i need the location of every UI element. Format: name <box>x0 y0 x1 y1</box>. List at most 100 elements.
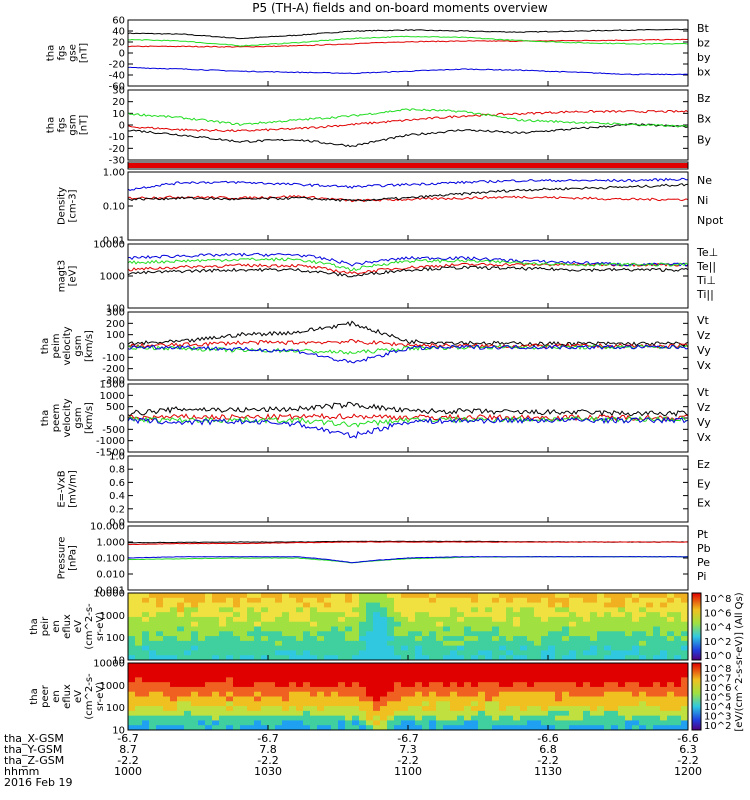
spectrogram-cell <box>422 602 430 608</box>
spectrogram-cell <box>373 655 381 661</box>
spectrogram-cell <box>534 710 542 717</box>
spectrogram-cell <box>429 607 437 613</box>
spectrogram-cell <box>569 720 577 726</box>
spectrogram-cell <box>219 645 227 651</box>
spectrogram-cell <box>492 701 500 707</box>
spectrogram-cell <box>436 616 444 623</box>
spectrogram-cell <box>205 696 213 702</box>
spectrogram-cell <box>401 725 409 731</box>
spectrogram-cell <box>198 686 206 693</box>
spectrogram-cell <box>261 597 269 604</box>
spectrogram-cell <box>184 655 192 661</box>
spectrogram-cell <box>261 696 269 702</box>
spectrogram-cell <box>618 696 626 702</box>
spectrogram-cell <box>506 602 514 608</box>
colorbar-tick: 10^4 <box>704 702 731 713</box>
spectrogram-cell <box>436 655 444 661</box>
spectrogram-cell <box>632 636 640 642</box>
spectrogram-cell <box>520 663 528 669</box>
spectrogram-cell <box>352 602 360 608</box>
spectrogram-cell <box>436 593 444 599</box>
spectrogram-cell <box>345 691 353 697</box>
spectrogram-cell <box>345 593 353 599</box>
spectrogram-cell <box>646 640 654 647</box>
spectrogram-cell <box>604 621 612 627</box>
spectrogram-cell <box>373 720 381 726</box>
spectrogram-cell <box>632 720 640 726</box>
panel-ylabel-line: tha <box>40 338 51 354</box>
spectrogram-cell <box>555 672 563 678</box>
spectrogram-cell <box>331 626 339 632</box>
panel-p7: tha peem velocity gsm [km/s]150010005000-500… <box>40 380 712 459</box>
spectrogram-cell <box>527 650 535 656</box>
spectrogram-cell <box>135 696 143 702</box>
spectrogram-cell <box>163 663 171 669</box>
spectrogram-cell <box>324 706 332 712</box>
panel-ylabel-line: Density <box>57 187 68 225</box>
spectrogram-cell <box>555 706 563 712</box>
spectrogram-cell <box>667 686 675 693</box>
spectrogram-cell <box>240 725 248 731</box>
spectrogram-cell <box>296 663 304 669</box>
spectrogram-cell <box>359 607 367 613</box>
colorbar-tick: 10^4 <box>704 623 731 634</box>
spectrogram-cell <box>555 686 563 693</box>
spectrogram-cell <box>135 607 143 613</box>
spectrogram-cell <box>310 612 318 618</box>
spectrogram-cell <box>282 720 290 726</box>
spectrogram-cell <box>170 597 178 604</box>
spectrogram-cell <box>597 593 605 599</box>
spectrogram-cell <box>450 597 458 604</box>
spectrogram-cell <box>177 655 185 661</box>
spectrogram-cell <box>611 621 619 627</box>
spectrogram-cell <box>387 616 395 623</box>
spectrogram-cell <box>296 720 304 726</box>
spectrogram-cell <box>653 636 661 642</box>
spectrogram-cell <box>597 663 605 669</box>
spectrogram-cell <box>520 677 528 683</box>
spectrogram-cell <box>562 672 570 678</box>
spectrogram-cell <box>149 636 157 642</box>
panel-ylabel-line: peer <box>40 684 51 708</box>
spectrogram-cell <box>310 621 318 627</box>
y-tick-label: -1500 <box>96 448 125 459</box>
spectrogram-cell <box>653 612 661 618</box>
spectrogram-cell <box>471 640 479 647</box>
spectrogram-cell <box>520 706 528 712</box>
spectrogram-cell <box>653 682 661 688</box>
spectrogram-cell <box>338 593 346 599</box>
spectrogram-cell <box>464 621 472 627</box>
spectrogram-cell <box>464 696 472 702</box>
spectrogram-cell <box>660 640 668 647</box>
spectrogram-cell <box>576 626 584 632</box>
legend-label: Pt <box>697 528 709 541</box>
spectrogram-cell <box>268 650 276 656</box>
spectrogram-cell <box>177 612 185 618</box>
spectrogram-cell <box>128 621 136 627</box>
spectrogram-cell <box>429 720 437 726</box>
spectrogram-cell <box>282 691 290 697</box>
spectrogram-cell <box>534 602 542 608</box>
spectrogram-cell <box>352 691 360 697</box>
spectrogram-cell <box>485 696 493 702</box>
y-tick-label: 0.01 <box>103 236 125 247</box>
spectrogram-cell <box>275 691 283 697</box>
spectrogram-cell <box>394 655 402 661</box>
spectrogram-cell <box>149 626 157 632</box>
spectrogram-cell <box>569 616 577 623</box>
spectrogram-cell <box>415 710 423 717</box>
spectrogram-cell <box>163 701 171 707</box>
spectrogram-cell <box>184 715 192 721</box>
spectrogram-cell <box>359 593 367 599</box>
spectrogram-cell <box>436 640 444 647</box>
spectrogram-cell <box>170 650 178 656</box>
spectrogram-cell <box>527 640 535 647</box>
spectrogram-cell <box>296 636 304 642</box>
spectrogram-cell <box>345 701 353 707</box>
spectrogram-cell <box>471 696 479 702</box>
spectrogram-cell <box>548 715 556 721</box>
spectrogram-cell <box>660 715 668 721</box>
spectrogram-cell <box>443 593 451 599</box>
spectrogram-cell <box>401 616 409 623</box>
spectrogram-cell <box>198 612 206 618</box>
